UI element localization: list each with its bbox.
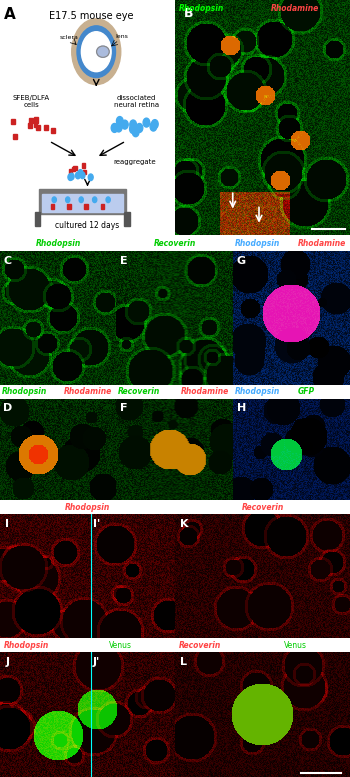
Text: I': I' — [93, 519, 100, 529]
Bar — [124, 211, 130, 225]
Text: E17.5 mouse eye: E17.5 mouse eye — [49, 11, 133, 20]
Text: Rhodopsin: Rhodopsin — [235, 239, 281, 249]
Bar — [101, 204, 104, 209]
Circle shape — [77, 26, 116, 78]
Bar — [29, 118, 33, 124]
Circle shape — [106, 197, 110, 203]
Text: Recoverin: Recoverin — [153, 239, 196, 249]
Circle shape — [121, 120, 128, 129]
Circle shape — [136, 124, 143, 132]
Circle shape — [132, 127, 139, 137]
Text: Rhodopsin: Rhodopsin — [65, 503, 110, 511]
Bar — [28, 123, 32, 128]
Bar — [73, 166, 77, 170]
Text: J': J' — [93, 657, 100, 667]
Text: cultured 12 days: cultured 12 days — [55, 221, 120, 230]
Bar — [82, 163, 85, 168]
Circle shape — [116, 123, 122, 132]
Circle shape — [92, 197, 97, 203]
Bar — [34, 121, 37, 127]
Text: B: B — [184, 7, 193, 20]
Bar — [11, 119, 15, 124]
Text: Rhodopsin: Rhodopsin — [235, 388, 281, 396]
Text: Venus: Venus — [108, 640, 132, 650]
Circle shape — [52, 197, 56, 203]
Text: GFP: GFP — [298, 388, 315, 396]
Text: Rhodamine: Rhodamine — [180, 388, 229, 396]
Text: G: G — [237, 256, 246, 267]
Bar — [36, 125, 40, 130]
Text: H: H — [237, 403, 246, 413]
Text: Rhodopsin: Rhodopsin — [4, 640, 49, 650]
Text: Recoverin: Recoverin — [178, 640, 221, 650]
Ellipse shape — [97, 46, 109, 57]
Bar — [38, 189, 126, 214]
Circle shape — [117, 117, 123, 125]
Text: I: I — [5, 519, 9, 529]
Circle shape — [69, 173, 74, 179]
Text: lens: lens — [115, 33, 128, 39]
Bar — [14, 134, 18, 139]
Text: C: C — [4, 256, 12, 267]
Text: Rhodamine: Rhodamine — [298, 239, 345, 249]
Text: Rhodopsin: Rhodopsin — [2, 388, 48, 396]
Circle shape — [78, 169, 83, 176]
Bar — [51, 128, 55, 134]
Text: Venus: Venus — [284, 640, 307, 650]
Text: A: A — [4, 7, 15, 22]
Text: Recoverin: Recoverin — [241, 503, 284, 511]
Text: reaggregate: reaggregate — [114, 159, 156, 166]
Text: J: J — [5, 657, 9, 667]
Circle shape — [111, 124, 118, 132]
Circle shape — [68, 174, 73, 180]
Bar — [34, 117, 38, 123]
Text: E: E — [119, 256, 127, 267]
Text: SFEB/DLFA
cells: SFEB/DLFA cells — [13, 95, 50, 108]
Circle shape — [80, 172, 85, 179]
Bar — [72, 166, 75, 171]
Circle shape — [152, 120, 158, 128]
Bar — [67, 204, 71, 209]
Bar — [83, 169, 86, 175]
Bar — [69, 169, 72, 174]
Text: Rhodamine: Rhodamine — [271, 4, 320, 13]
Text: Rhodopsin: Rhodopsin — [178, 4, 224, 13]
Circle shape — [79, 197, 83, 203]
Circle shape — [66, 197, 70, 203]
Text: F: F — [119, 403, 127, 413]
Bar — [35, 211, 40, 225]
Text: dissociated
neural retina: dissociated neural retina — [114, 95, 159, 108]
Bar — [44, 125, 48, 131]
Bar — [51, 204, 54, 209]
Text: Recoverin: Recoverin — [118, 388, 161, 396]
Text: Rhodopsin: Rhodopsin — [35, 239, 80, 249]
Circle shape — [130, 120, 136, 129]
Circle shape — [72, 19, 121, 85]
Circle shape — [143, 118, 150, 127]
Text: sclera: sclera — [60, 35, 78, 40]
Circle shape — [76, 172, 80, 179]
Text: Rhodamine: Rhodamine — [64, 388, 112, 396]
Circle shape — [150, 122, 157, 131]
Text: L: L — [180, 657, 187, 667]
Bar — [42, 194, 122, 211]
Text: K: K — [180, 519, 189, 529]
Bar — [84, 204, 88, 209]
Text: D: D — [4, 403, 13, 413]
Circle shape — [130, 124, 136, 134]
Circle shape — [88, 174, 93, 180]
Circle shape — [81, 32, 111, 71]
